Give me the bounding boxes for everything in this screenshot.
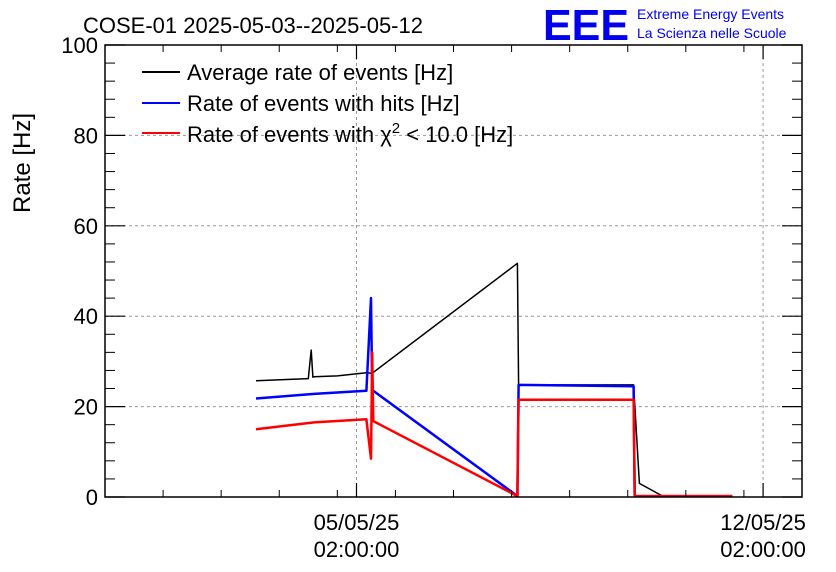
x-tick-time: 02:00:00: [314, 537, 400, 562]
y-tick-label: 0: [86, 485, 98, 510]
series-average-rate: [255, 262, 733, 497]
legend-label-average: Average rate of events [Hz]: [187, 60, 453, 85]
legend-chi2-suffix: < 10.0 [Hz]: [400, 122, 513, 147]
y-axis-label: Rate [Hz]: [9, 113, 36, 213]
eee-logo: EEE Extreme Energy Events La Scienza nel…: [543, 1, 787, 50]
y-tick-label: 40: [74, 304, 98, 329]
series-layer: [255, 262, 733, 498]
ticks: [104, 44, 803, 498]
y-tick-label: 100: [61, 33, 98, 58]
x-tick-date: 12/05/25: [720, 510, 806, 535]
x-tick-time: 02:00:00: [720, 537, 806, 562]
chart-title: COSE-01 2025-05-03--2025-05-12: [83, 13, 423, 38]
x-tick-date: 05/05/25: [314, 510, 400, 535]
y-tick-label: 80: [74, 123, 98, 148]
legend-label-chi2: Rate of events with χ2 < 10.0 [Hz]: [187, 120, 513, 147]
logo-line2: La Scienza nelle Scuole: [637, 25, 787, 41]
series-hits-rate: [255, 296, 733, 498]
legend: Average rate of events [Hz] Rate of even…: [142, 60, 513, 147]
legend-label-hits: Rate of events with hits [Hz]: [187, 91, 460, 116]
legend-chi2-sup: 2: [392, 120, 400, 137]
y-tick-label: 20: [74, 395, 98, 420]
y-tick-label: 60: [74, 214, 98, 239]
logo-mark: EEE: [543, 1, 629, 50]
y-tick-labels: 0 20 40 60 80 100: [61, 33, 98, 510]
grid: [105, 45, 802, 497]
logo-line1: Extreme Energy Events: [637, 6, 784, 22]
legend-chi2-symbol: χ: [380, 122, 392, 147]
legend-chi2-prefix: Rate of events with: [187, 122, 380, 147]
series-chi2-rate: [255, 351, 733, 498]
